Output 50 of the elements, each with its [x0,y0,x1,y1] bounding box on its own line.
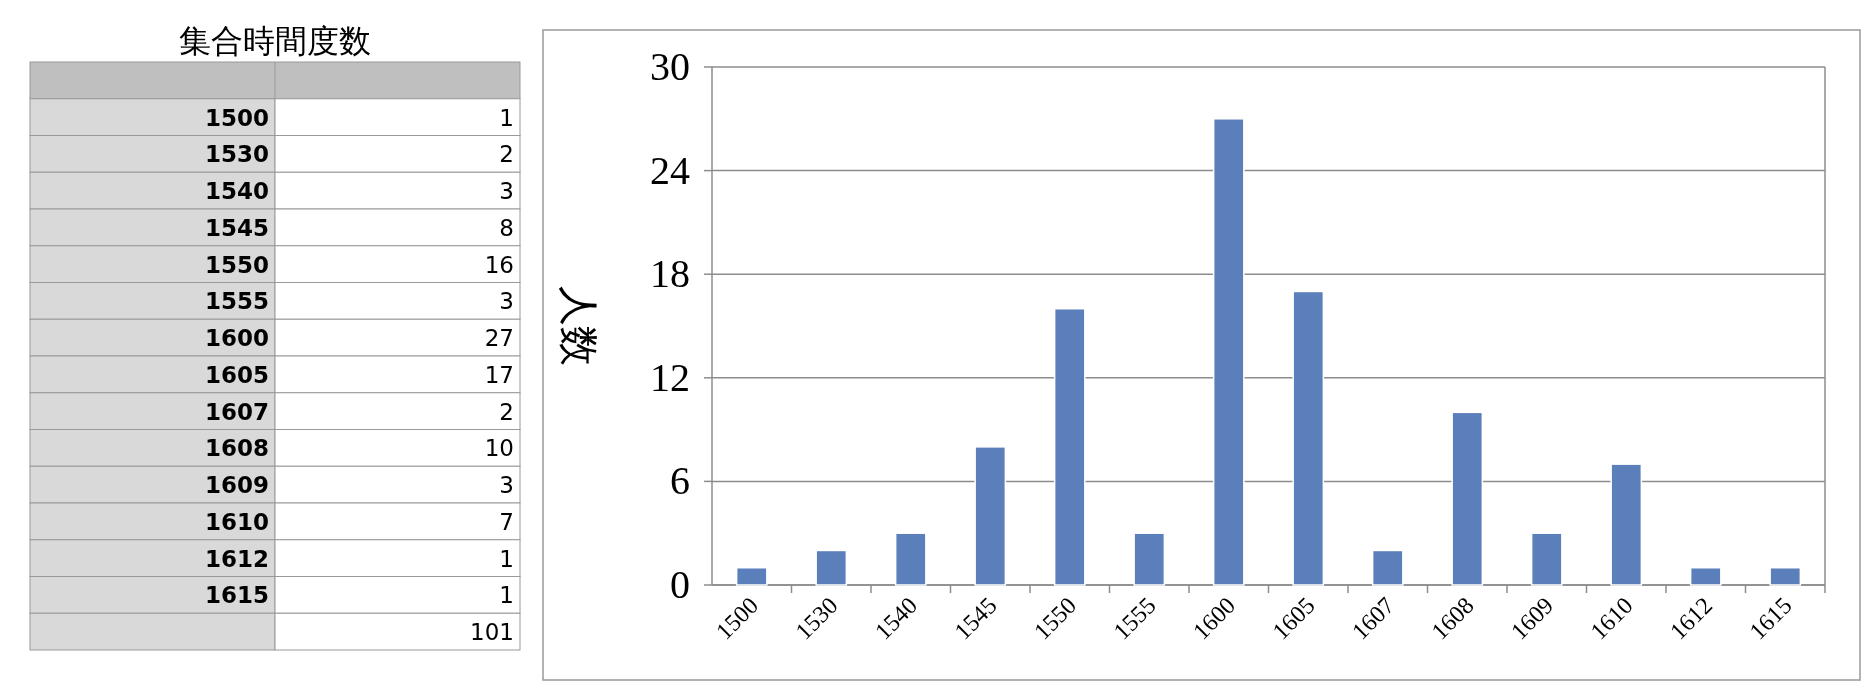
text: 2 [499,398,514,425]
text: 1 [499,104,514,131]
text: 1545 [204,214,269,241]
bar [1292,290,1325,586]
y-axis-title: 人数 [556,286,602,366]
text: 1530 [204,141,269,168]
bar [1133,532,1166,586]
text: 1600 [204,325,269,351]
text: 1 [499,582,514,609]
text: 1608 [204,435,269,462]
bar [735,566,768,586]
bar [1610,463,1643,586]
y-tick-label: 12 [650,354,690,400]
bar [1451,411,1484,586]
text: 1605 [204,361,269,388]
y-tick-label: 18 [650,251,690,297]
text: 8 [499,214,514,241]
text: 7 [499,508,514,535]
bar [1053,307,1086,586]
text: 101 [470,619,514,645]
bar [1212,118,1245,586]
text: 10 [484,435,514,462]
text: 1 [499,545,514,572]
text: 1609 [204,472,269,498]
bar [894,532,927,586]
text: 2 [499,141,514,168]
text: 1550 [204,251,269,278]
text: 16 [484,251,514,278]
bar [1530,532,1563,586]
text: 3 [499,472,514,498]
y-tick-label: 0 [670,562,690,607]
text: 1540 [204,178,269,204]
text: 1555 [204,288,269,315]
y-tick-label: 30 [650,44,690,89]
text: 1500 [204,104,269,131]
bar [1769,566,1802,586]
bar [974,446,1007,586]
text: 1612 [204,545,269,572]
text: 17 [484,361,514,388]
y-tick-label: 24 [650,147,690,193]
bar [1689,566,1722,586]
text: 1607 [204,398,269,425]
text: 3 [499,178,514,204]
y-tick-label: 6 [670,458,690,504]
text: 集合時間度数 [179,22,371,60]
bar [1371,549,1404,586]
text: 1610 [204,508,269,535]
text: 3 [499,288,514,315]
bar [815,549,848,586]
text: 27 [484,325,514,351]
